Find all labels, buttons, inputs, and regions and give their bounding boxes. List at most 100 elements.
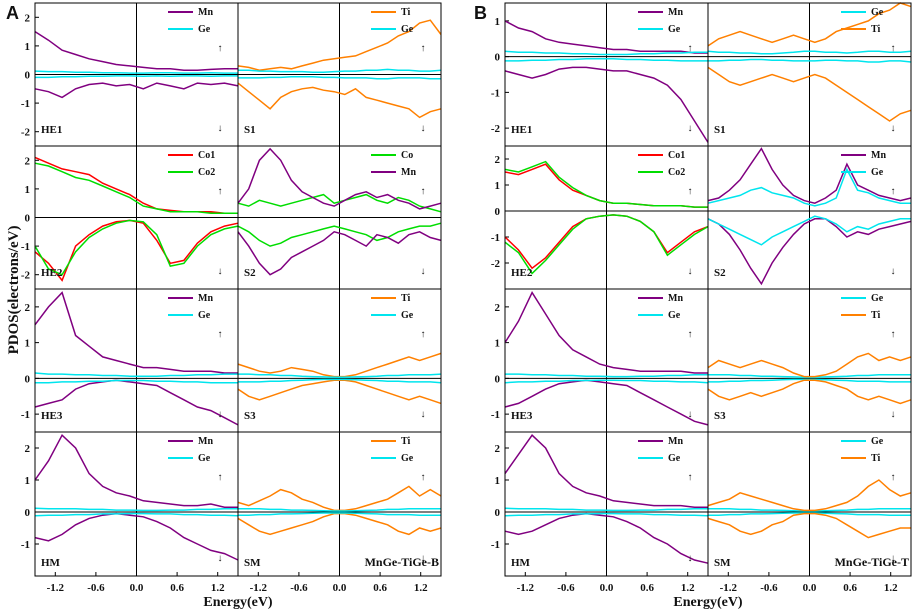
y-tick-label: 0 [495, 52, 501, 64]
y-tick-label: -2 [21, 270, 31, 282]
mn-spin-down-curve [34, 82, 239, 99]
x-tick-label: -0.6 [557, 582, 575, 594]
legend-label-co2: Co2 [198, 167, 215, 178]
y-tick-label: 2 [25, 302, 31, 314]
x-tick-label: 0.0 [130, 582, 144, 594]
spin-up-arrow: ↑ [688, 472, 693, 483]
x-tick-label: -0.6 [760, 582, 778, 594]
structure-title: MnGe-TiGe-T [835, 555, 909, 569]
legend-label-mn: Mn [198, 436, 213, 447]
y-tick-label: -2 [491, 258, 501, 270]
ge-spin-up-curve [238, 68, 442, 73]
panel-label-s3: S3 [244, 410, 256, 422]
panel-label-he3: HE3 [41, 410, 63, 422]
mn-spin-up-curve [504, 20, 708, 54]
legend-label-ge: Ge [401, 24, 414, 35]
y-tick-label: 2 [495, 443, 501, 455]
y-tick-label: 0 [25, 507, 31, 519]
panel-label-s2: S2 [244, 267, 256, 279]
panel-letter-A: A [6, 3, 19, 23]
spin-up-arrow: ↑ [688, 43, 693, 54]
co2-spin-up-curve [504, 160, 708, 208]
ge-spin-down-curve [238, 512, 441, 516]
mn-spin-up-curve [504, 291, 708, 374]
x-tick-label: 0.6 [640, 582, 654, 594]
legend-label-ti: Ti [871, 24, 880, 35]
mn-spin-down-curve [34, 512, 239, 561]
ge-spin-up-curve [504, 507, 708, 512]
co2-spin-down-curve [34, 219, 239, 276]
ge-spin-up-curve [707, 167, 911, 207]
ge-spin-down-curve [238, 76, 441, 80]
panel-letter-B: B [474, 3, 487, 23]
spin-down-arrow: ↓ [891, 123, 896, 134]
x-axis-label: Energy(eV) [673, 595, 743, 610]
y-tick-label: -1 [21, 409, 30, 421]
co2-spin-down-curve [504, 214, 709, 275]
x-tick-label: -0.6 [87, 582, 105, 594]
x-tick-label: 0.6 [170, 582, 184, 594]
spin-down-arrow: ↓ [688, 409, 693, 420]
legend-label-co: Co [401, 150, 413, 161]
spin-up-arrow: ↑ [421, 329, 426, 340]
spin-down-arrow: ↓ [891, 409, 896, 420]
panel-label-hm: HM [41, 557, 61, 569]
y-tick-label: 2 [25, 443, 31, 455]
y-tick-label: 0 [25, 213, 31, 225]
x-tick-label: -1.2 [517, 582, 535, 594]
x-tick-label: 0.0 [333, 582, 347, 594]
y-tick-label: 2 [495, 302, 501, 314]
legend-label-co2: Co2 [668, 167, 685, 178]
spin-up-arrow: ↑ [891, 472, 896, 483]
spin-down-arrow: ↓ [218, 266, 223, 277]
ge-spin-up-curve [238, 373, 442, 379]
ti-spin-down-curve [707, 66, 912, 122]
legend-label-ge: Ge [871, 436, 884, 447]
spin-down-arrow: ↓ [218, 123, 223, 134]
y-tick-label: 1 [25, 184, 31, 196]
legend-label-ge: Ge [198, 24, 211, 35]
y-tick-label: 1 [25, 338, 31, 350]
ge-spin-down-curve [504, 379, 709, 384]
panel-label-he1: HE1 [511, 124, 532, 136]
mn-spin-up-curve [237, 147, 442, 210]
spin-up-arrow: ↑ [218, 472, 223, 483]
spin-up-arrow: ↑ [218, 329, 223, 340]
ge-spin-up-curve [505, 373, 708, 378]
spin-down-arrow: ↓ [891, 553, 896, 564]
ti-spin-up-curve [707, 2, 912, 47]
y-tick-label: -1 [491, 232, 500, 244]
spin-down-arrow: ↓ [688, 553, 693, 564]
ti-spin-up-curve [707, 352, 912, 378]
panel-label-he1: HE1 [41, 124, 62, 136]
legend-label-ge: Ge [871, 167, 884, 178]
spin-up-arrow: ↑ [688, 329, 693, 340]
y-tick-label: 2 [495, 154, 501, 166]
spin-down-arrow: ↓ [421, 409, 426, 420]
spin-down-arrow: ↓ [218, 409, 223, 420]
structure-title: MnGe-TiGe-B [365, 555, 439, 569]
panel-label-he3: HE3 [511, 410, 533, 422]
ge-spin-up-curve [34, 70, 238, 74]
panel-label-s3: S3 [714, 410, 726, 422]
x-tick-label: 0.6 [843, 582, 857, 594]
co-spin-up-curve [237, 193, 442, 213]
legend-label-ti: Ti [401, 293, 410, 304]
panel-label-s2: S2 [714, 267, 726, 279]
ge-spin-down-curve [35, 75, 238, 79]
spin-up-arrow: ↑ [421, 472, 426, 483]
y-tick-label: 2 [25, 155, 31, 167]
y-tick-label: 1 [495, 475, 501, 487]
x-tick-label: 1.2 [211, 582, 225, 594]
panel-label-sm: SM [714, 557, 731, 569]
legend-label-ti: Ti [401, 7, 410, 18]
y-tick-label: -2 [21, 127, 31, 139]
legend-label-mn: Mn [668, 293, 683, 304]
mn-spin-up-curve [504, 434, 708, 508]
spin-up-arrow: ↑ [891, 329, 896, 340]
spin-up-arrow: ↑ [421, 43, 426, 54]
legend-label-ge: Ge [668, 24, 681, 35]
mn-spin-down-curve [504, 379, 709, 426]
mn-spin-down-curve [237, 230, 442, 276]
y-tick-label: 1 [495, 338, 501, 350]
